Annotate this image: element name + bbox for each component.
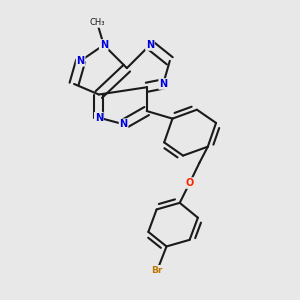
Text: N: N <box>146 40 154 50</box>
Text: N: N <box>95 112 103 123</box>
Text: N: N <box>100 40 108 50</box>
Text: N: N <box>119 119 128 129</box>
Text: N: N <box>159 79 167 89</box>
Text: O: O <box>185 178 194 188</box>
Text: CH₃: CH₃ <box>89 18 105 27</box>
Text: N: N <box>76 56 85 66</box>
Text: Br: Br <box>152 266 163 275</box>
